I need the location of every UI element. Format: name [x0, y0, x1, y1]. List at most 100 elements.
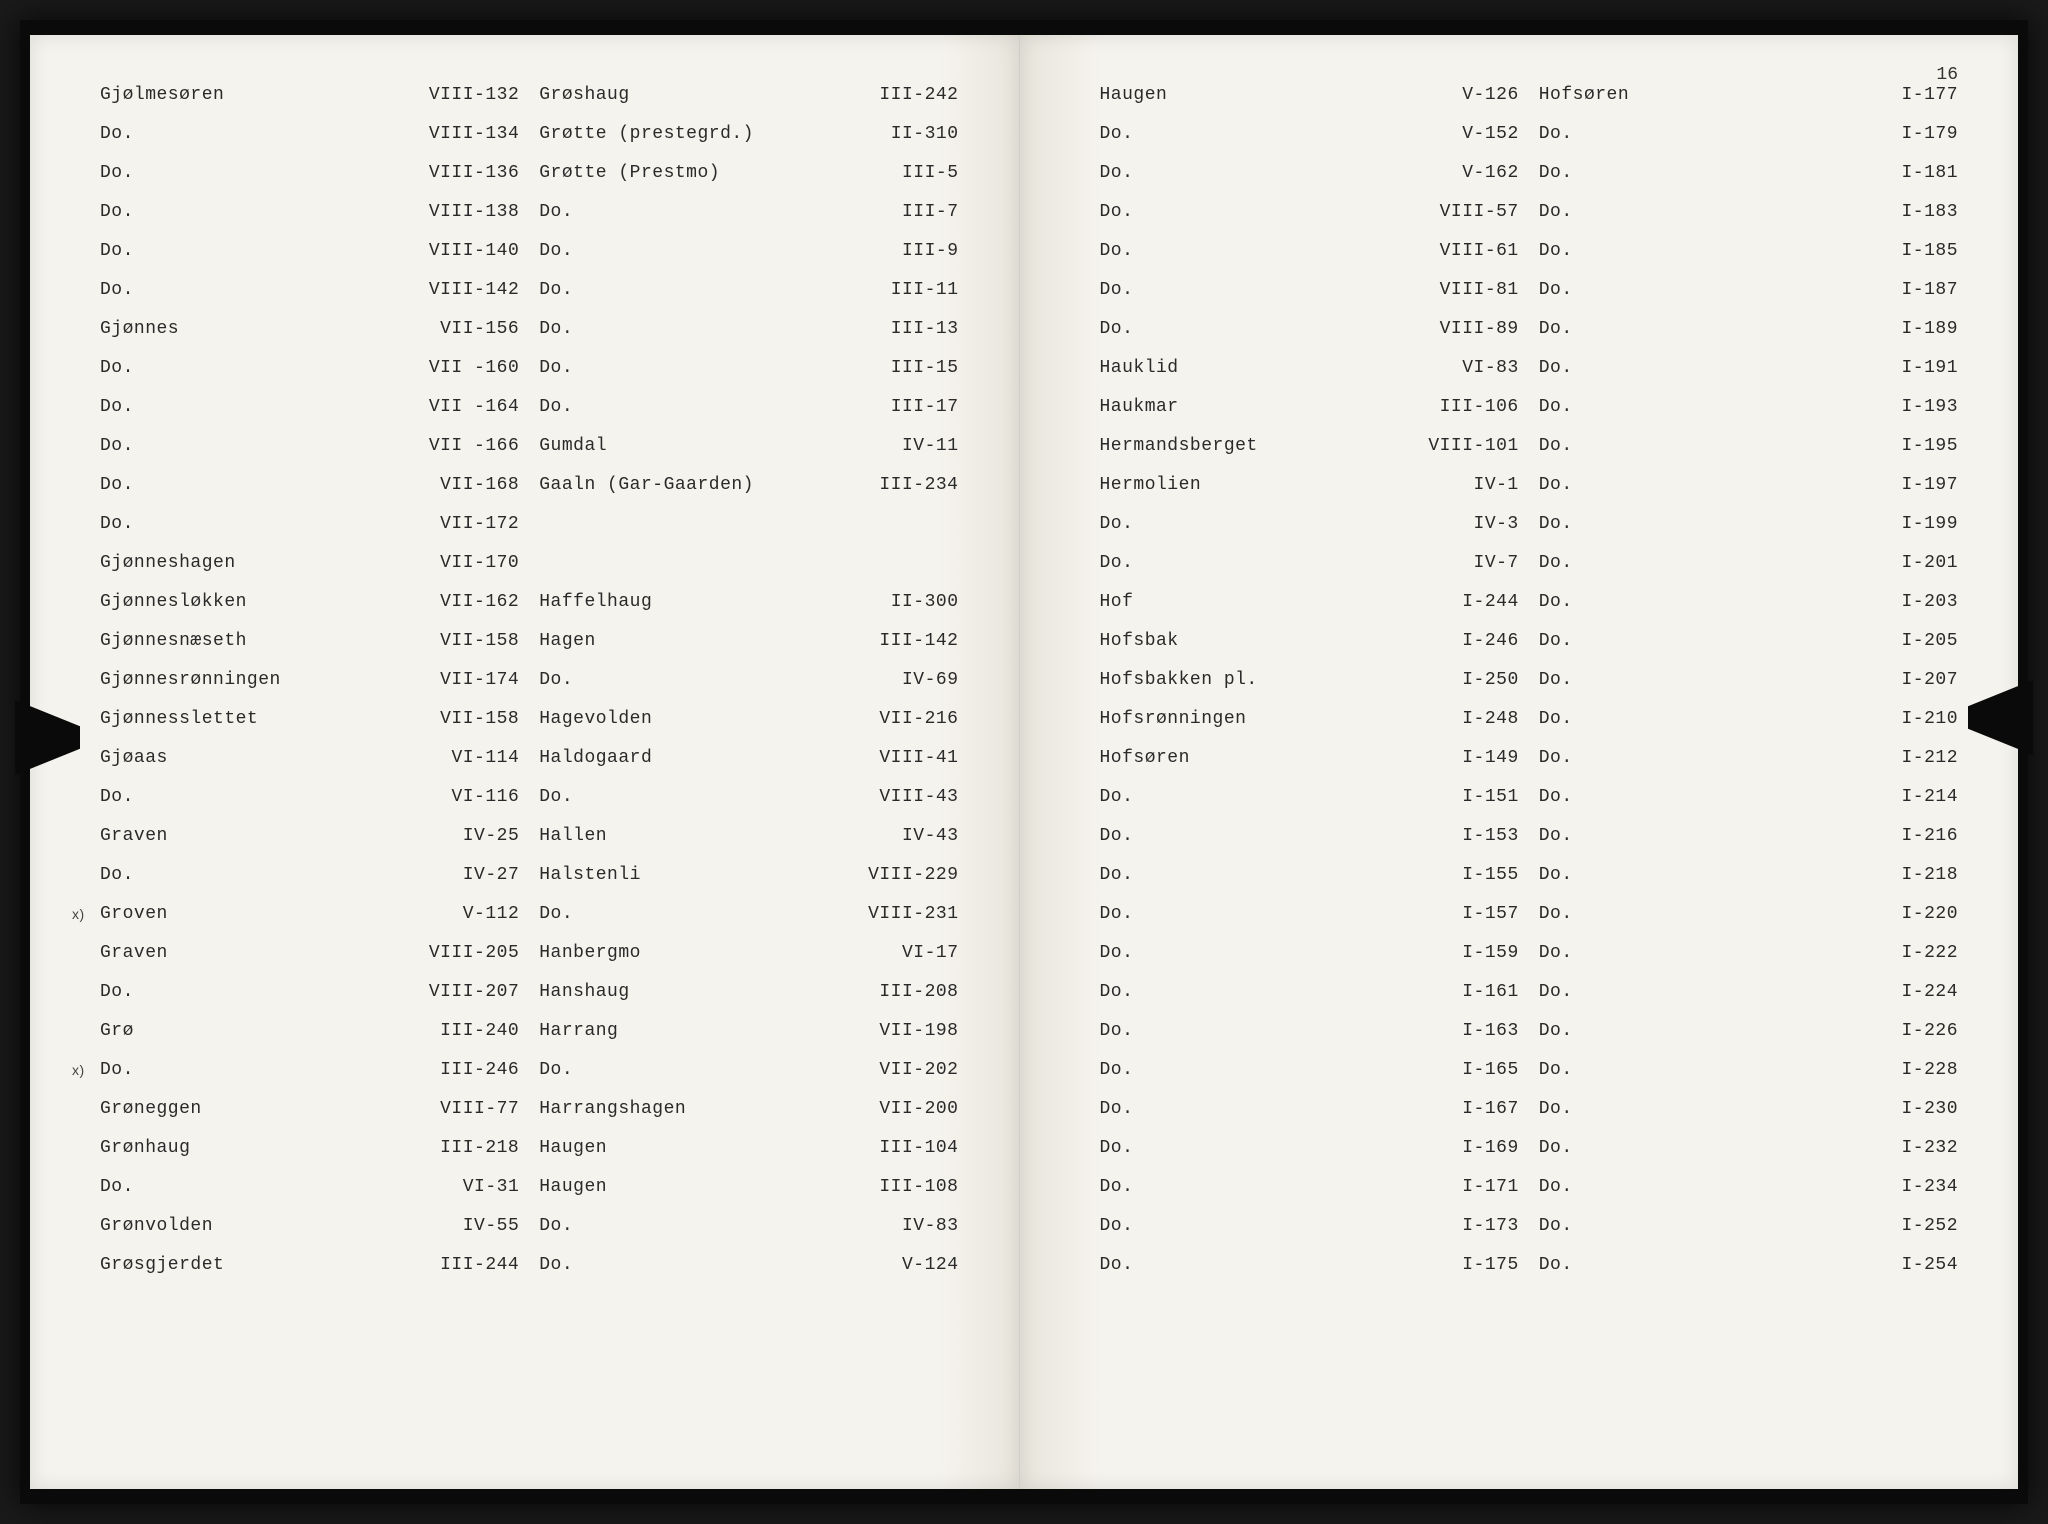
place-name: Do. — [1539, 1255, 1573, 1275]
reference-code: I-201 — [1901, 553, 1958, 573]
reference-code: III-15 — [891, 358, 959, 378]
reference-code: I-181 — [1901, 163, 1958, 183]
index-row: Do.I-222 — [1539, 943, 1958, 982]
index-row: HaldogaardVIII-41 — [539, 748, 958, 787]
reference-code: VI-83 — [1462, 358, 1519, 378]
index-row: HermolienIV-1 — [1100, 475, 1519, 514]
place-name: Haugen — [1100, 85, 1168, 105]
reference-code: VI-31 — [463, 1177, 520, 1197]
index-row: Do.I-153 — [1100, 826, 1519, 865]
reference-code: VII-174 — [440, 670, 519, 690]
place-name: Haugen — [539, 1177, 607, 1197]
place-name: Hofsøren — [1100, 748, 1190, 768]
place-name: Do. — [1539, 241, 1573, 261]
reference-code: I-252 — [1901, 1216, 1958, 1236]
reference-code: III-218 — [440, 1138, 519, 1158]
index-row: Harrangshagen VII-200 — [539, 1099, 958, 1138]
place-name: Do. — [1539, 592, 1573, 612]
place-name: Do. — [1539, 670, 1573, 690]
reference-code: IV-27 — [463, 865, 520, 885]
index-row: Do.VII-168 — [100, 475, 519, 514]
place-name: Hanbergmo — [539, 943, 641, 963]
reference-code: VII-168 — [440, 475, 519, 495]
index-row: GrøsgjerdetIII-244 — [100, 1255, 519, 1294]
reference-code: IV-83 — [902, 1216, 959, 1236]
index-row: Do.I-228 — [1539, 1060, 1958, 1099]
reference-code: V-152 — [1462, 124, 1519, 144]
reference-code: I-218 — [1901, 865, 1958, 885]
reference-code: VIII-89 — [1440, 319, 1519, 339]
reference-code: VIII-207 — [429, 982, 519, 1002]
index-row: GjønnesVII-156 — [100, 319, 519, 358]
reference-code: V-162 — [1462, 163, 1519, 183]
place-name: Do. — [1539, 904, 1573, 924]
index-row: HanbergmoVI-17 — [539, 943, 958, 982]
place-name: Do. — [1100, 280, 1134, 300]
index-row: Do.VIII-140 — [100, 241, 519, 280]
left-column-1: GjølmesørenVIII-132Do.VIII-134Do.VIII-13… — [100, 85, 519, 1449]
place-name: Do. — [100, 1060, 134, 1080]
place-name: Hermolien — [1100, 475, 1202, 495]
place-name: Haukmar — [1100, 397, 1179, 417]
reference-code: I-167 — [1462, 1099, 1519, 1119]
place-name: Do. — [1100, 1216, 1134, 1236]
reference-code: VII-156 — [440, 319, 519, 339]
reference-code: I-149 — [1462, 748, 1519, 768]
index-row: HallenIV-43 — [539, 826, 958, 865]
place-name: Haffelhaug — [539, 592, 652, 612]
index-row: Hofsøren I-149 — [1100, 748, 1519, 787]
index-row: HofI-244 — [1100, 592, 1519, 631]
reference-code: I-163 — [1462, 1021, 1519, 1041]
right-column-2: HofsørenI-177Do.I-179Do.I-181Do.I-183Do.… — [1539, 85, 1958, 1449]
place-name: Gaaln (Gar-Gaarden) — [539, 475, 754, 495]
reference-code: I-226 — [1901, 1021, 1958, 1041]
place-name: Do. — [1539, 1021, 1573, 1041]
index-row: HalstenliVIII-229 — [539, 865, 958, 904]
index-row: GrønvoldenIV-55 — [100, 1216, 519, 1255]
reference-code: III-7 — [902, 202, 959, 222]
index-row: Do.I-161 — [1100, 982, 1519, 1021]
index-row: Do.VIII-142 — [100, 280, 519, 319]
reference-code: I-210 — [1901, 709, 1958, 729]
place-name: Harrangshagen — [539, 1099, 686, 1119]
reference-code: I-151 — [1462, 787, 1519, 807]
place-name: Do. — [1100, 865, 1134, 885]
index-row: Gaaln (Gar-Gaarden)III-234 — [539, 475, 958, 514]
reference-code: VIII-140 — [429, 241, 519, 261]
place-name: Do. — [100, 358, 134, 378]
place-name: Do. — [100, 787, 134, 807]
index-row: Do.VI-31 — [100, 1177, 519, 1216]
index-row: Do.I-230 — [1539, 1099, 1958, 1138]
reference-code: IV-69 — [902, 670, 959, 690]
reference-code: III-108 — [879, 1177, 958, 1197]
index-row: Do.I-159 — [1100, 943, 1519, 982]
reference-code: VII-216 — [879, 709, 958, 729]
index-row: Do.I-203 — [1539, 592, 1958, 631]
left-columns: GjølmesørenVIII-132Do.VIII-134Do.VIII-13… — [100, 85, 959, 1449]
reference-code: VII -164 — [429, 397, 519, 417]
index-row: GravenVIII-205 — [100, 943, 519, 982]
index-row: Do.III-11 — [539, 280, 958, 319]
index-row: Do.VIII-89 — [1100, 319, 1519, 358]
reference-code: VIII-229 — [868, 865, 958, 885]
index-row: Do.IV-69 — [539, 670, 958, 709]
place-name: Do. — [100, 436, 134, 456]
reference-code: I-216 — [1901, 826, 1958, 846]
reference-code: I-246 — [1462, 631, 1519, 651]
place-name: Do. — [539, 241, 573, 261]
place-name: Do. — [539, 904, 573, 924]
index-row: Do.V-124 — [539, 1255, 958, 1294]
index-row: Do.I-191 — [1539, 358, 1958, 397]
reference-code: I-234 — [1901, 1177, 1958, 1197]
place-name: Hofsbak — [1100, 631, 1179, 651]
place-name: Do. — [100, 865, 134, 885]
index-row: Do.I-234 — [1539, 1177, 1958, 1216]
reference-code: VIII-205 — [429, 943, 519, 963]
place-name: Do. — [539, 1060, 573, 1080]
place-name: Gjønneshagen — [100, 553, 236, 573]
place-name: Do. — [1100, 787, 1134, 807]
index-row: Hofsbakken pl.I-250 — [1100, 670, 1519, 709]
reference-code: V-126 — [1462, 85, 1519, 105]
reference-code: VIII-142 — [429, 280, 519, 300]
reference-code: VII-200 — [879, 1099, 958, 1119]
